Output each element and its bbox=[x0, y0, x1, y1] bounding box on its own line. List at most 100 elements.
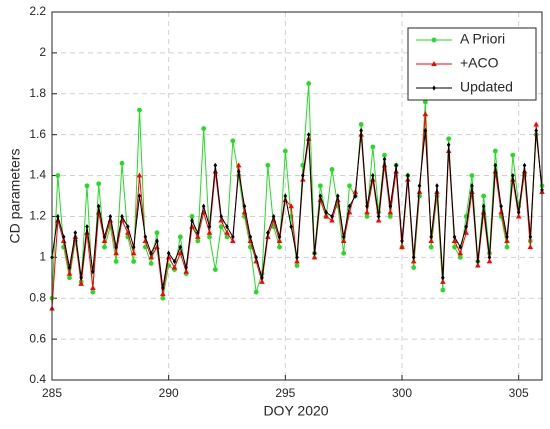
y-tick-label: 1.4 bbox=[29, 168, 46, 182]
marker bbox=[283, 193, 288, 199]
marker bbox=[341, 250, 347, 256]
y-tick-label: 1.8 bbox=[29, 86, 46, 100]
marker bbox=[266, 230, 270, 236]
marker bbox=[96, 203, 101, 209]
marker bbox=[294, 263, 300, 268]
marker bbox=[195, 238, 201, 244]
x-tick-label: 305 bbox=[509, 386, 529, 400]
y-tick-label: 0.8 bbox=[29, 290, 46, 304]
marker bbox=[189, 223, 195, 229]
marker bbox=[219, 213, 223, 220]
marker bbox=[148, 261, 154, 266]
marker bbox=[476, 258, 480, 265]
marker bbox=[452, 244, 457, 250]
marker bbox=[340, 237, 347, 243]
x-tick-label: 295 bbox=[275, 386, 295, 400]
marker bbox=[311, 254, 318, 260]
marker bbox=[206, 229, 213, 235]
marker bbox=[371, 172, 375, 179]
marker bbox=[195, 233, 201, 239]
marker bbox=[131, 259, 137, 264]
marker bbox=[78, 280, 84, 286]
marker bbox=[201, 203, 206, 209]
marker bbox=[56, 213, 60, 220]
marker bbox=[149, 250, 153, 256]
marker bbox=[142, 244, 148, 250]
marker bbox=[336, 193, 340, 199]
marker bbox=[276, 237, 283, 243]
marker bbox=[312, 250, 317, 256]
marker bbox=[84, 183, 90, 189]
marker bbox=[289, 224, 293, 230]
marker bbox=[469, 173, 475, 178]
marker bbox=[441, 275, 445, 281]
y-tick-label: 0.4 bbox=[29, 372, 46, 386]
marker bbox=[457, 250, 464, 256]
marker bbox=[295, 254, 299, 260]
marker bbox=[353, 193, 358, 199]
marker bbox=[102, 244, 107, 250]
marker bbox=[108, 213, 113, 220]
marker bbox=[154, 230, 160, 236]
marker bbox=[423, 127, 428, 134]
marker bbox=[487, 254, 492, 260]
marker bbox=[463, 229, 469, 235]
marker bbox=[55, 173, 61, 178]
marker bbox=[422, 111, 429, 117]
marker bbox=[458, 244, 463, 250]
x-tick-label: 300 bbox=[392, 386, 412, 400]
marker bbox=[171, 264, 178, 270]
marker bbox=[375, 217, 382, 223]
marker bbox=[196, 230, 200, 236]
marker bbox=[224, 229, 230, 235]
marker bbox=[464, 224, 468, 230]
marker bbox=[271, 213, 276, 220]
marker bbox=[370, 144, 376, 150]
y-axis-label: CD parameters bbox=[7, 149, 23, 244]
marker bbox=[235, 162, 242, 168]
marker bbox=[446, 136, 452, 142]
marker bbox=[399, 244, 405, 250]
marker bbox=[470, 183, 474, 189]
marker bbox=[376, 213, 381, 220]
marker bbox=[499, 203, 503, 209]
y-tick-label: 2.2 bbox=[29, 4, 46, 18]
marker bbox=[67, 264, 72, 271]
marker bbox=[382, 156, 387, 162]
marker bbox=[230, 138, 236, 144]
marker bbox=[231, 234, 235, 240]
marker bbox=[131, 244, 136, 250]
marker bbox=[114, 244, 118, 250]
marker bbox=[242, 203, 247, 209]
marker bbox=[330, 213, 334, 220]
marker bbox=[148, 254, 154, 260]
y-tick-label: 1 bbox=[39, 250, 46, 264]
marker bbox=[101, 237, 108, 243]
y-tick-label: 1.2 bbox=[29, 209, 46, 223]
marker bbox=[533, 121, 539, 127]
marker bbox=[382, 152, 387, 158]
marker bbox=[381, 162, 388, 168]
marker bbox=[177, 234, 183, 240]
marker bbox=[160, 295, 166, 301]
marker bbox=[230, 237, 236, 243]
marker bbox=[190, 217, 194, 224]
plot-frame bbox=[51, 11, 543, 381]
marker bbox=[85, 224, 89, 230]
marker bbox=[248, 234, 253, 240]
marker bbox=[207, 234, 212, 240]
marker bbox=[527, 244, 534, 250]
marker bbox=[178, 244, 183, 250]
marker bbox=[113, 259, 119, 264]
series bbox=[50, 127, 544, 291]
marker bbox=[67, 275, 72, 281]
marker bbox=[358, 122, 364, 127]
marker bbox=[189, 214, 195, 219]
marker bbox=[411, 254, 416, 260]
marker bbox=[504, 244, 510, 250]
marker bbox=[282, 148, 288, 154]
marker bbox=[347, 183, 352, 189]
marker bbox=[113, 250, 119, 256]
marker bbox=[406, 172, 410, 179]
marker bbox=[364, 209, 370, 215]
